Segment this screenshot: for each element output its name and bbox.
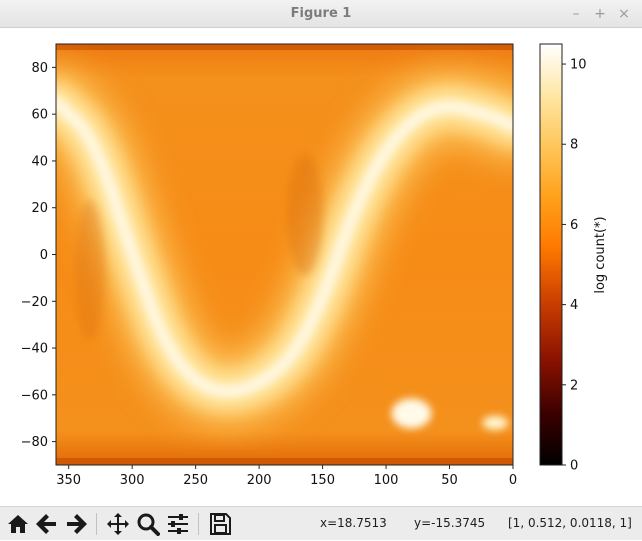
sliders-icon (168, 514, 188, 534)
close-button[interactable]: × (618, 6, 630, 22)
figure-canvas[interactable]: 350 300 250 200 150 100 50 0 80 60 40 20 0 −20 −40 −60… (0, 28, 642, 506)
window-titlebar[interactable]: Figure 1 – + × (0, 0, 642, 28)
pixel-value-readout: [1, 0.512, 0.0118, 1] (508, 516, 632, 530)
x-tick-label: 150 (310, 473, 335, 488)
colorbar (539, 43, 563, 466)
x-axis: 350 300 250 200 150 100 50 0 (56, 465, 517, 488)
window-title: Figure 1 (290, 6, 352, 21)
y-tick-label: −80 (21, 435, 48, 450)
zoom-button[interactable] (134, 510, 162, 538)
heatmap-top-edge (56, 44, 513, 50)
home-icon (8, 515, 28, 533)
arrow-right-icon (67, 514, 87, 534)
x-tick-label: 50 (441, 473, 458, 488)
dust-patch (75, 200, 105, 340)
y-tick-label: 60 (31, 108, 48, 123)
y-tick-label: 80 (31, 61, 48, 76)
colorbar-tick-label: 4 (570, 298, 578, 313)
minimize-button[interactable]: – (572, 6, 580, 22)
dust-patch (287, 155, 323, 275)
maximize-button[interactable]: + (594, 6, 606, 22)
cursor-y-readout: y=-15.3745 (414, 516, 486, 530)
x-tick-label: 300 (120, 473, 145, 488)
toolbar-separator (198, 513, 199, 535)
band-core (56, 95, 513, 399)
y-axis: 80 60 40 20 0 −20 −40 −60 −80 (21, 61, 56, 450)
heatmap[interactable] (56, 44, 513, 465)
x-tick-label: 350 (56, 473, 81, 488)
y-tick-label: −60 (21, 388, 48, 403)
home-button[interactable] (4, 510, 32, 538)
save-icon (210, 513, 231, 535)
y-tick-label: −40 (21, 342, 48, 357)
toolbar-separator (96, 513, 97, 535)
cursor-x-readout: x=18.7513 (320, 516, 387, 530)
zoom-icon (137, 513, 160, 536)
smc-blob (482, 415, 509, 430)
pan-icon (107, 513, 129, 535)
x-tick-label: 0 (509, 473, 517, 488)
forward-button[interactable] (62, 510, 90, 538)
colorbar-label: log count(*) (593, 216, 608, 293)
lmc-blob (391, 398, 432, 429)
heatmap-bottom-edge (56, 458, 513, 465)
arrow-left-icon (36, 514, 56, 534)
colorbar-axis: 0 2 4 6 8 10 (562, 58, 587, 474)
colorbar-tick-label: 8 (570, 138, 578, 153)
colorbar-tick-label: 0 (570, 459, 578, 474)
x-tick-label: 100 (374, 473, 399, 488)
colorbar-tick-label: 6 (570, 218, 578, 233)
y-tick-label: 0 (40, 248, 48, 263)
y-tick-label: 40 (31, 154, 48, 169)
y-tick-label: −20 (21, 295, 48, 310)
colorbar-tick-label: 10 (570, 58, 587, 73)
pan-button[interactable] (104, 510, 132, 538)
y-tick-label: 20 (31, 201, 48, 216)
x-tick-label: 250 (183, 473, 208, 488)
navigation-toolbar: x=18.7513 y=-15.3745 [1, 0.512, 0.0118, … (0, 506, 642, 540)
back-button[interactable] (33, 510, 61, 538)
save-button[interactable] (206, 510, 234, 538)
configure-subplots-button[interactable] (164, 510, 192, 538)
x-tick-label: 200 (247, 473, 272, 488)
figure-svg[interactable]: 350 300 250 200 150 100 50 0 806040200−20−40−60… (0, 28, 642, 506)
colorbar-tick-label: 2 (570, 378, 578, 393)
